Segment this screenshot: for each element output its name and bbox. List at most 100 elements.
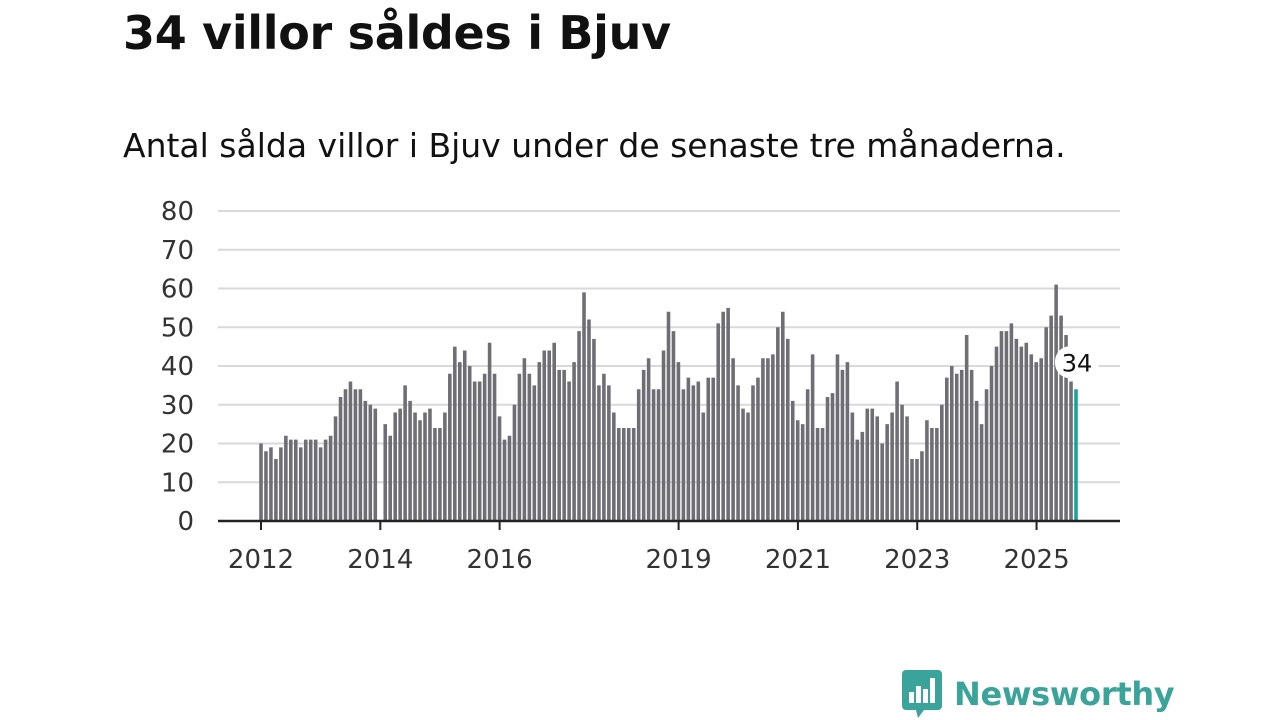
bar xyxy=(532,385,537,521)
bar xyxy=(602,373,606,521)
bar xyxy=(721,311,725,521)
bar xyxy=(477,381,482,521)
bar xyxy=(1039,358,1044,521)
bar xyxy=(666,311,671,521)
bar xyxy=(875,416,880,521)
y-axis-labels: 0 10 20 30 40 50 60 70 80 xyxy=(161,197,194,537)
bar xyxy=(1054,284,1058,521)
bar xyxy=(289,439,293,521)
bar xyxy=(1059,315,1063,521)
bar xyxy=(552,342,556,521)
bar xyxy=(621,428,626,521)
bar xyxy=(746,412,750,521)
bar xyxy=(313,439,318,521)
bar xyxy=(949,366,954,521)
bar xyxy=(969,369,974,521)
bar xyxy=(954,373,959,521)
bar xyxy=(930,428,934,521)
x-tick-label: 2025 xyxy=(1003,545,1069,575)
bar xyxy=(805,389,810,521)
bar xyxy=(537,362,542,521)
bar xyxy=(865,408,870,521)
bar xyxy=(860,431,865,521)
bar xyxy=(855,439,860,521)
bar xyxy=(572,362,576,521)
bar xyxy=(661,350,666,521)
y-tick-label: 60 xyxy=(161,275,194,305)
bar xyxy=(348,381,353,521)
bar xyxy=(1014,338,1019,521)
bar xyxy=(293,439,298,521)
bar xyxy=(756,377,760,521)
bar xyxy=(259,443,263,521)
bar xyxy=(656,389,661,521)
bar xyxy=(408,400,412,521)
bar xyxy=(890,412,894,521)
x-tick-label: 2023 xyxy=(884,545,950,575)
bar xyxy=(363,400,368,521)
bar xyxy=(403,385,407,521)
bar xyxy=(835,354,840,521)
bar xyxy=(825,397,830,521)
bar xyxy=(393,412,397,521)
bar xyxy=(274,459,278,521)
bar xyxy=(726,307,730,521)
bar xyxy=(547,350,552,521)
bar xyxy=(1009,323,1014,521)
bar xyxy=(522,358,527,521)
newsworthy-brand: Newsworthy xyxy=(902,670,1175,718)
bar xyxy=(979,424,984,521)
bar xyxy=(1069,381,1073,521)
x-tick-label: 2019 xyxy=(646,545,712,575)
bar xyxy=(398,408,402,521)
y-tick-label: 40 xyxy=(161,352,194,382)
bar xyxy=(318,447,323,521)
bar xyxy=(785,338,790,521)
bar xyxy=(999,331,1004,521)
x-axis: 2012 2014 2016 2019 2021 2023 2025 xyxy=(218,519,1120,575)
bar xyxy=(646,358,651,521)
bar xyxy=(815,428,820,521)
y-tick-label: 0 xyxy=(177,507,194,537)
bar xyxy=(527,373,532,521)
bar xyxy=(433,428,437,521)
bar xyxy=(716,323,720,521)
bar xyxy=(651,389,656,521)
bar xyxy=(945,377,949,521)
bar xyxy=(706,377,711,521)
y-tick-label: 50 xyxy=(161,313,194,343)
bar xyxy=(910,459,914,521)
bar xyxy=(418,420,422,521)
y-tick-label: 30 xyxy=(161,391,194,421)
bar xyxy=(771,354,775,521)
bar xyxy=(925,420,929,521)
bar xyxy=(1049,315,1053,521)
bar xyxy=(800,424,805,521)
bar xyxy=(607,385,611,521)
bar xyxy=(577,331,581,521)
bar xyxy=(1004,331,1009,521)
x-tick-label: 2021 xyxy=(765,545,831,575)
bar xyxy=(830,393,835,521)
bar xyxy=(776,327,780,521)
bar xyxy=(900,404,904,521)
bar xyxy=(880,443,884,521)
bar xyxy=(557,369,561,521)
bar xyxy=(631,428,636,521)
bar xyxy=(592,338,596,521)
bar xyxy=(636,389,641,521)
bar xyxy=(269,447,273,521)
y-tick-label: 20 xyxy=(161,430,194,460)
bar xyxy=(567,381,571,521)
bar xyxy=(741,408,745,521)
bar xyxy=(920,451,924,521)
bar xyxy=(353,389,358,521)
chart-title: 34 villor såldes i Bjuv xyxy=(123,6,671,60)
bar xyxy=(562,369,566,521)
bar xyxy=(915,459,919,521)
bar xyxy=(845,362,850,521)
bar xyxy=(681,389,686,521)
bar xyxy=(820,428,825,521)
bar xyxy=(482,373,487,521)
